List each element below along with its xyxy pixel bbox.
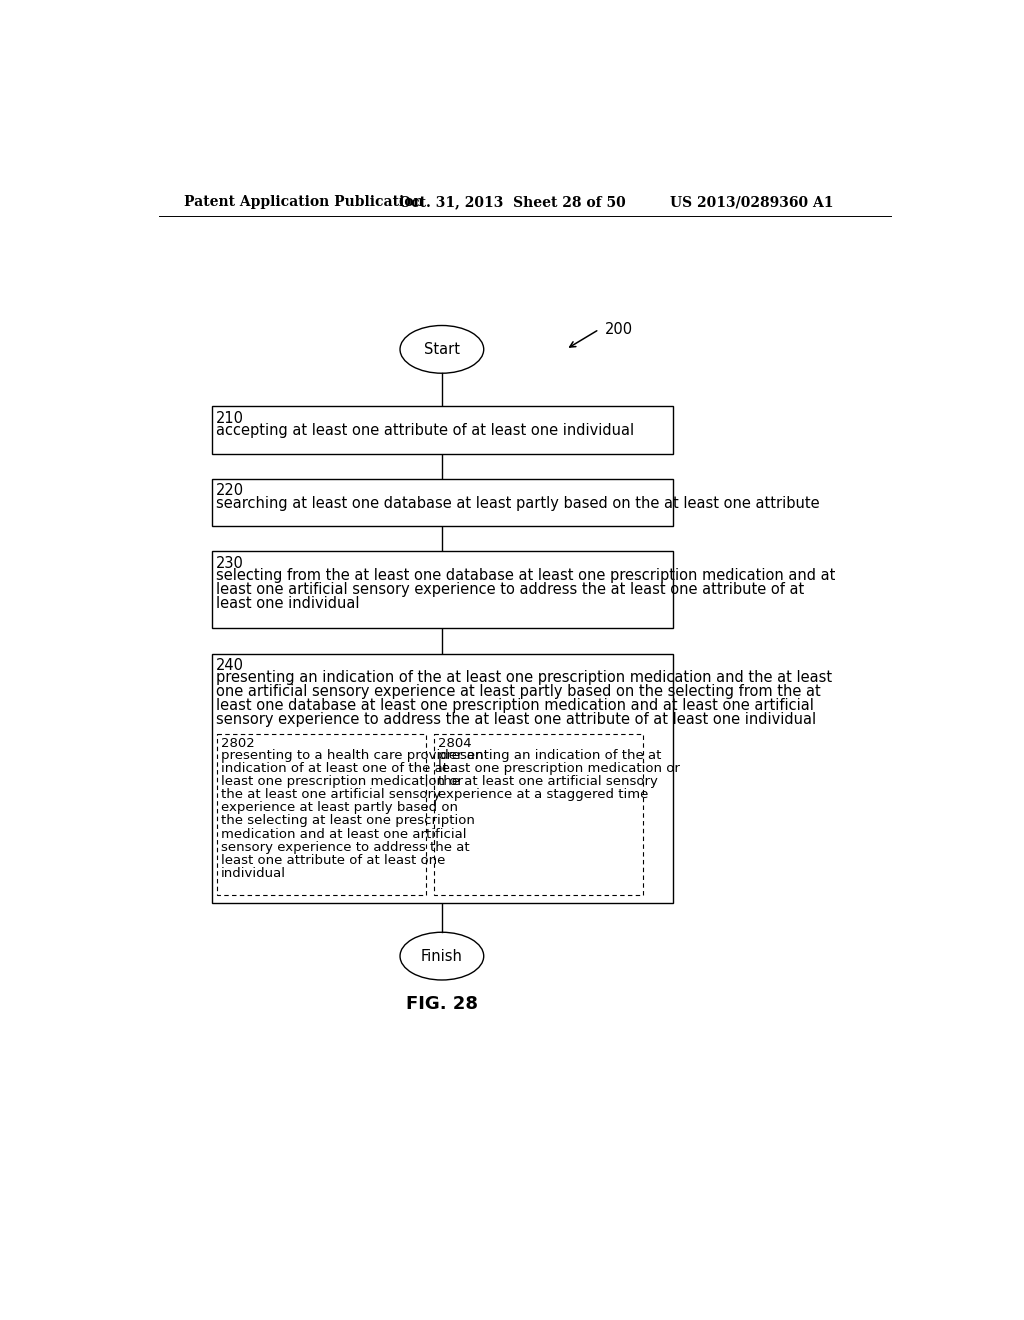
Text: experience at least partly based on: experience at least partly based on: [221, 801, 458, 814]
Text: sensory experience to address the at: sensory experience to address the at: [221, 841, 470, 854]
FancyBboxPatch shape: [217, 734, 426, 895]
Text: Finish: Finish: [421, 949, 463, 964]
Text: Start: Start: [424, 342, 460, 356]
Text: the at least one artificial sensory: the at least one artificial sensory: [221, 788, 441, 801]
Text: least one database at least one prescription medication and at least one artific: least one database at least one prescrip…: [216, 698, 813, 713]
Text: 240: 240: [216, 659, 244, 673]
Text: selecting from the at least one database at least one prescription medication an: selecting from the at least one database…: [216, 568, 835, 583]
Text: accepting at least one attribute of at least one individual: accepting at least one attribute of at l…: [216, 424, 634, 438]
Text: searching at least one database at least partly based on the at least one attrib: searching at least one database at least…: [216, 496, 819, 511]
Text: 2802: 2802: [221, 738, 255, 751]
Text: 220: 220: [216, 483, 244, 499]
FancyBboxPatch shape: [212, 552, 673, 628]
Text: the at least one artificial sensory: the at least one artificial sensory: [438, 775, 657, 788]
FancyBboxPatch shape: [212, 479, 673, 527]
Text: 2804: 2804: [438, 738, 472, 751]
Text: 210: 210: [216, 411, 244, 426]
Text: experience at a staggered time: experience at a staggered time: [438, 788, 648, 801]
Text: presenting to a health care provider an: presenting to a health care provider an: [221, 748, 483, 762]
Text: 230: 230: [216, 556, 244, 570]
Text: US 2013/0289360 A1: US 2013/0289360 A1: [671, 195, 834, 210]
Text: least one prescription medication or: least one prescription medication or: [221, 775, 463, 788]
FancyBboxPatch shape: [212, 653, 673, 903]
FancyBboxPatch shape: [434, 734, 643, 895]
FancyBboxPatch shape: [212, 407, 673, 454]
Text: indication of at least one of the at: indication of at least one of the at: [221, 762, 449, 775]
Text: medication and at least one artificial: medication and at least one artificial: [221, 828, 467, 841]
Text: Oct. 31, 2013  Sheet 28 of 50: Oct. 31, 2013 Sheet 28 of 50: [399, 195, 626, 210]
Text: least one artificial sensory experience to address the at least one attribute of: least one artificial sensory experience …: [216, 582, 804, 597]
Text: Patent Application Publication: Patent Application Publication: [183, 195, 424, 210]
Text: presenting an indication of the at least one prescription medication and the at : presenting an indication of the at least…: [216, 671, 831, 685]
Text: sensory experience to address the at least one attribute of at least one individ: sensory experience to address the at lea…: [216, 711, 816, 727]
Text: least one prescription medication or: least one prescription medication or: [438, 762, 680, 775]
Text: least one attribute of at least one: least one attribute of at least one: [221, 854, 445, 867]
Text: individual: individual: [221, 867, 286, 880]
Text: the selecting at least one prescription: the selecting at least one prescription: [221, 814, 475, 828]
Text: FIG. 28: FIG. 28: [406, 995, 478, 1014]
Text: 200: 200: [604, 322, 633, 337]
Text: presenting an indication of the at: presenting an indication of the at: [438, 748, 662, 762]
Text: one artificial sensory experience at least partly based on the selecting from th: one artificial sensory experience at lea…: [216, 684, 820, 700]
Text: least one individual: least one individual: [216, 595, 359, 611]
